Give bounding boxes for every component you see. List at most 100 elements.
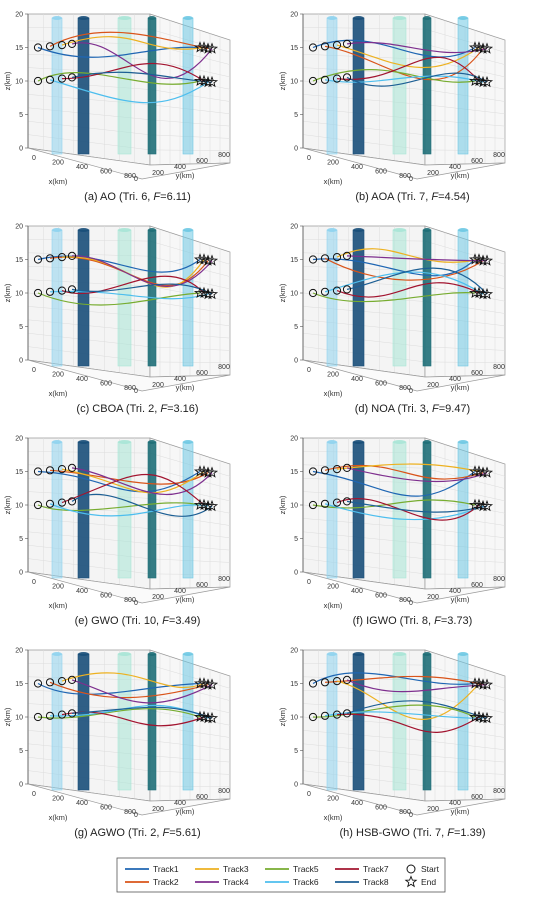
floor <box>302 783 506 816</box>
x-tick-label: 600 <box>100 381 112 388</box>
obstacle-top <box>353 16 364 20</box>
start-marker <box>308 679 318 688</box>
track-8-path <box>346 267 488 295</box>
start-marker <box>67 251 77 261</box>
start-marker <box>342 675 352 685</box>
start-marker <box>320 75 330 84</box>
end-marker <box>193 41 207 53</box>
z-tick-label: 0 <box>19 570 23 577</box>
obstacle-cylinder <box>147 17 157 155</box>
obstacle-top <box>353 652 364 656</box>
end-marker <box>201 466 215 478</box>
y-tick-label: 400 <box>449 588 461 595</box>
obstacle-top <box>327 652 337 656</box>
obstacle-top <box>148 652 156 656</box>
obstacle-top <box>423 652 431 656</box>
obstacle-top <box>353 440 364 444</box>
obstacle-cylinder <box>422 441 432 579</box>
track-8-path <box>346 72 488 87</box>
end-marker <box>197 253 211 265</box>
x-axis-label: x(km) <box>324 813 343 822</box>
y-tick-label: 600 <box>196 158 208 165</box>
x-tick-label: 0 <box>307 791 311 798</box>
caption-f-symbol: F <box>162 827 170 839</box>
z-tick-label: 0 <box>294 782 298 789</box>
x-tick-label: 0 <box>307 579 311 586</box>
obstacle-top <box>458 440 468 444</box>
z-tick-label: 20 <box>15 12 23 19</box>
x-tick-label: 400 <box>351 376 363 383</box>
obstacle-cylinder <box>457 17 469 155</box>
x-tick-label: 0 <box>307 367 311 374</box>
z-axis-label: z(km) <box>3 283 12 302</box>
y-tick-label: 800 <box>493 152 505 159</box>
caption-f-value: =3.16) <box>167 403 199 415</box>
obstacle-top <box>52 652 62 656</box>
end-marker <box>205 42 219 54</box>
x-tick-label: 400 <box>76 164 88 171</box>
start-marker <box>67 73 77 82</box>
start-marker <box>332 253 342 262</box>
start-marker <box>33 467 43 476</box>
z-tick-label: 0 <box>19 782 23 789</box>
panel-a: 0 5 10 15 20 z(km) 0 200 400 600 800 x(km) 0 200 400 60… <box>3 12 231 203</box>
x-tick-label: 0 <box>32 155 36 162</box>
z-axis-label: z(km) <box>278 283 287 302</box>
x-tick-label: 600 <box>375 381 387 388</box>
legend-label-track5: Track5 <box>293 864 319 874</box>
y-tick-label: 800 <box>218 788 230 795</box>
z-tick-label: 15 <box>290 469 298 476</box>
start-marker <box>332 710 342 719</box>
end-marker <box>468 41 482 53</box>
x-axis-label: x(km) <box>49 813 68 822</box>
z-axis-label: z(km) <box>278 707 287 726</box>
track-3-path <box>61 36 205 50</box>
start-marker <box>33 288 43 298</box>
x-tick-label: 800 <box>124 173 136 180</box>
end-marker <box>193 677 207 689</box>
start-marker <box>67 39 77 49</box>
track-5-path <box>312 292 476 303</box>
end-marker <box>468 498 482 511</box>
y-tick-label: 400 <box>449 800 461 807</box>
obstacle-top <box>78 16 89 20</box>
start-marker <box>332 498 342 507</box>
x-tick-label: 800 <box>124 597 136 604</box>
x-axis-label: x(km) <box>49 177 68 186</box>
caption-f-symbol: F <box>434 615 442 627</box>
panel-caption: (g) AGWO (Tri. 2, F=5.61) <box>74 827 200 839</box>
caption-f-value: =3.73) <box>441 615 473 627</box>
track-3-path <box>336 44 480 69</box>
track-3-path <box>61 672 205 688</box>
track-1-path <box>37 255 201 273</box>
track-4-path <box>71 467 213 496</box>
y-tick-label: 800 <box>493 576 505 583</box>
end-marker <box>201 678 215 690</box>
z-tick-label: 20 <box>290 436 298 443</box>
legend-label-track1: Track1 <box>153 864 179 874</box>
end-marker <box>480 75 494 88</box>
caption-f-symbol: F <box>153 191 161 203</box>
y-axis-label: y(km) <box>451 807 470 816</box>
end-marker <box>472 498 486 511</box>
end-marker <box>468 677 482 689</box>
panel-caption: (a) AO (Tri. 6, F=6.11) <box>84 191 191 203</box>
start-marker <box>45 466 55 475</box>
x-tick-label: 400 <box>351 588 363 595</box>
obstacle-top <box>393 652 406 656</box>
z-tick-label: 15 <box>15 469 23 476</box>
obstacle-cylinder <box>51 653 63 791</box>
track-6-path <box>324 503 484 521</box>
obstacle-top <box>118 440 131 444</box>
end-marker <box>205 711 219 724</box>
end-marker <box>205 254 219 266</box>
start-marker <box>67 709 77 718</box>
panel-b: 0 5 10 15 20 z(km) 0 200 400 600 800 x(km) 0 200 400 60… <box>278 12 506 203</box>
panel-caption: (d) NOA (Tri. 3, F=9.47) <box>355 403 470 415</box>
obstacle-cylinder <box>182 17 194 155</box>
start-marker <box>33 500 43 510</box>
y-tick-label: 400 <box>174 164 186 171</box>
z-tick-label: 10 <box>290 503 298 510</box>
x-tick-label: 200 <box>327 796 339 803</box>
track-6-path <box>324 75 484 83</box>
